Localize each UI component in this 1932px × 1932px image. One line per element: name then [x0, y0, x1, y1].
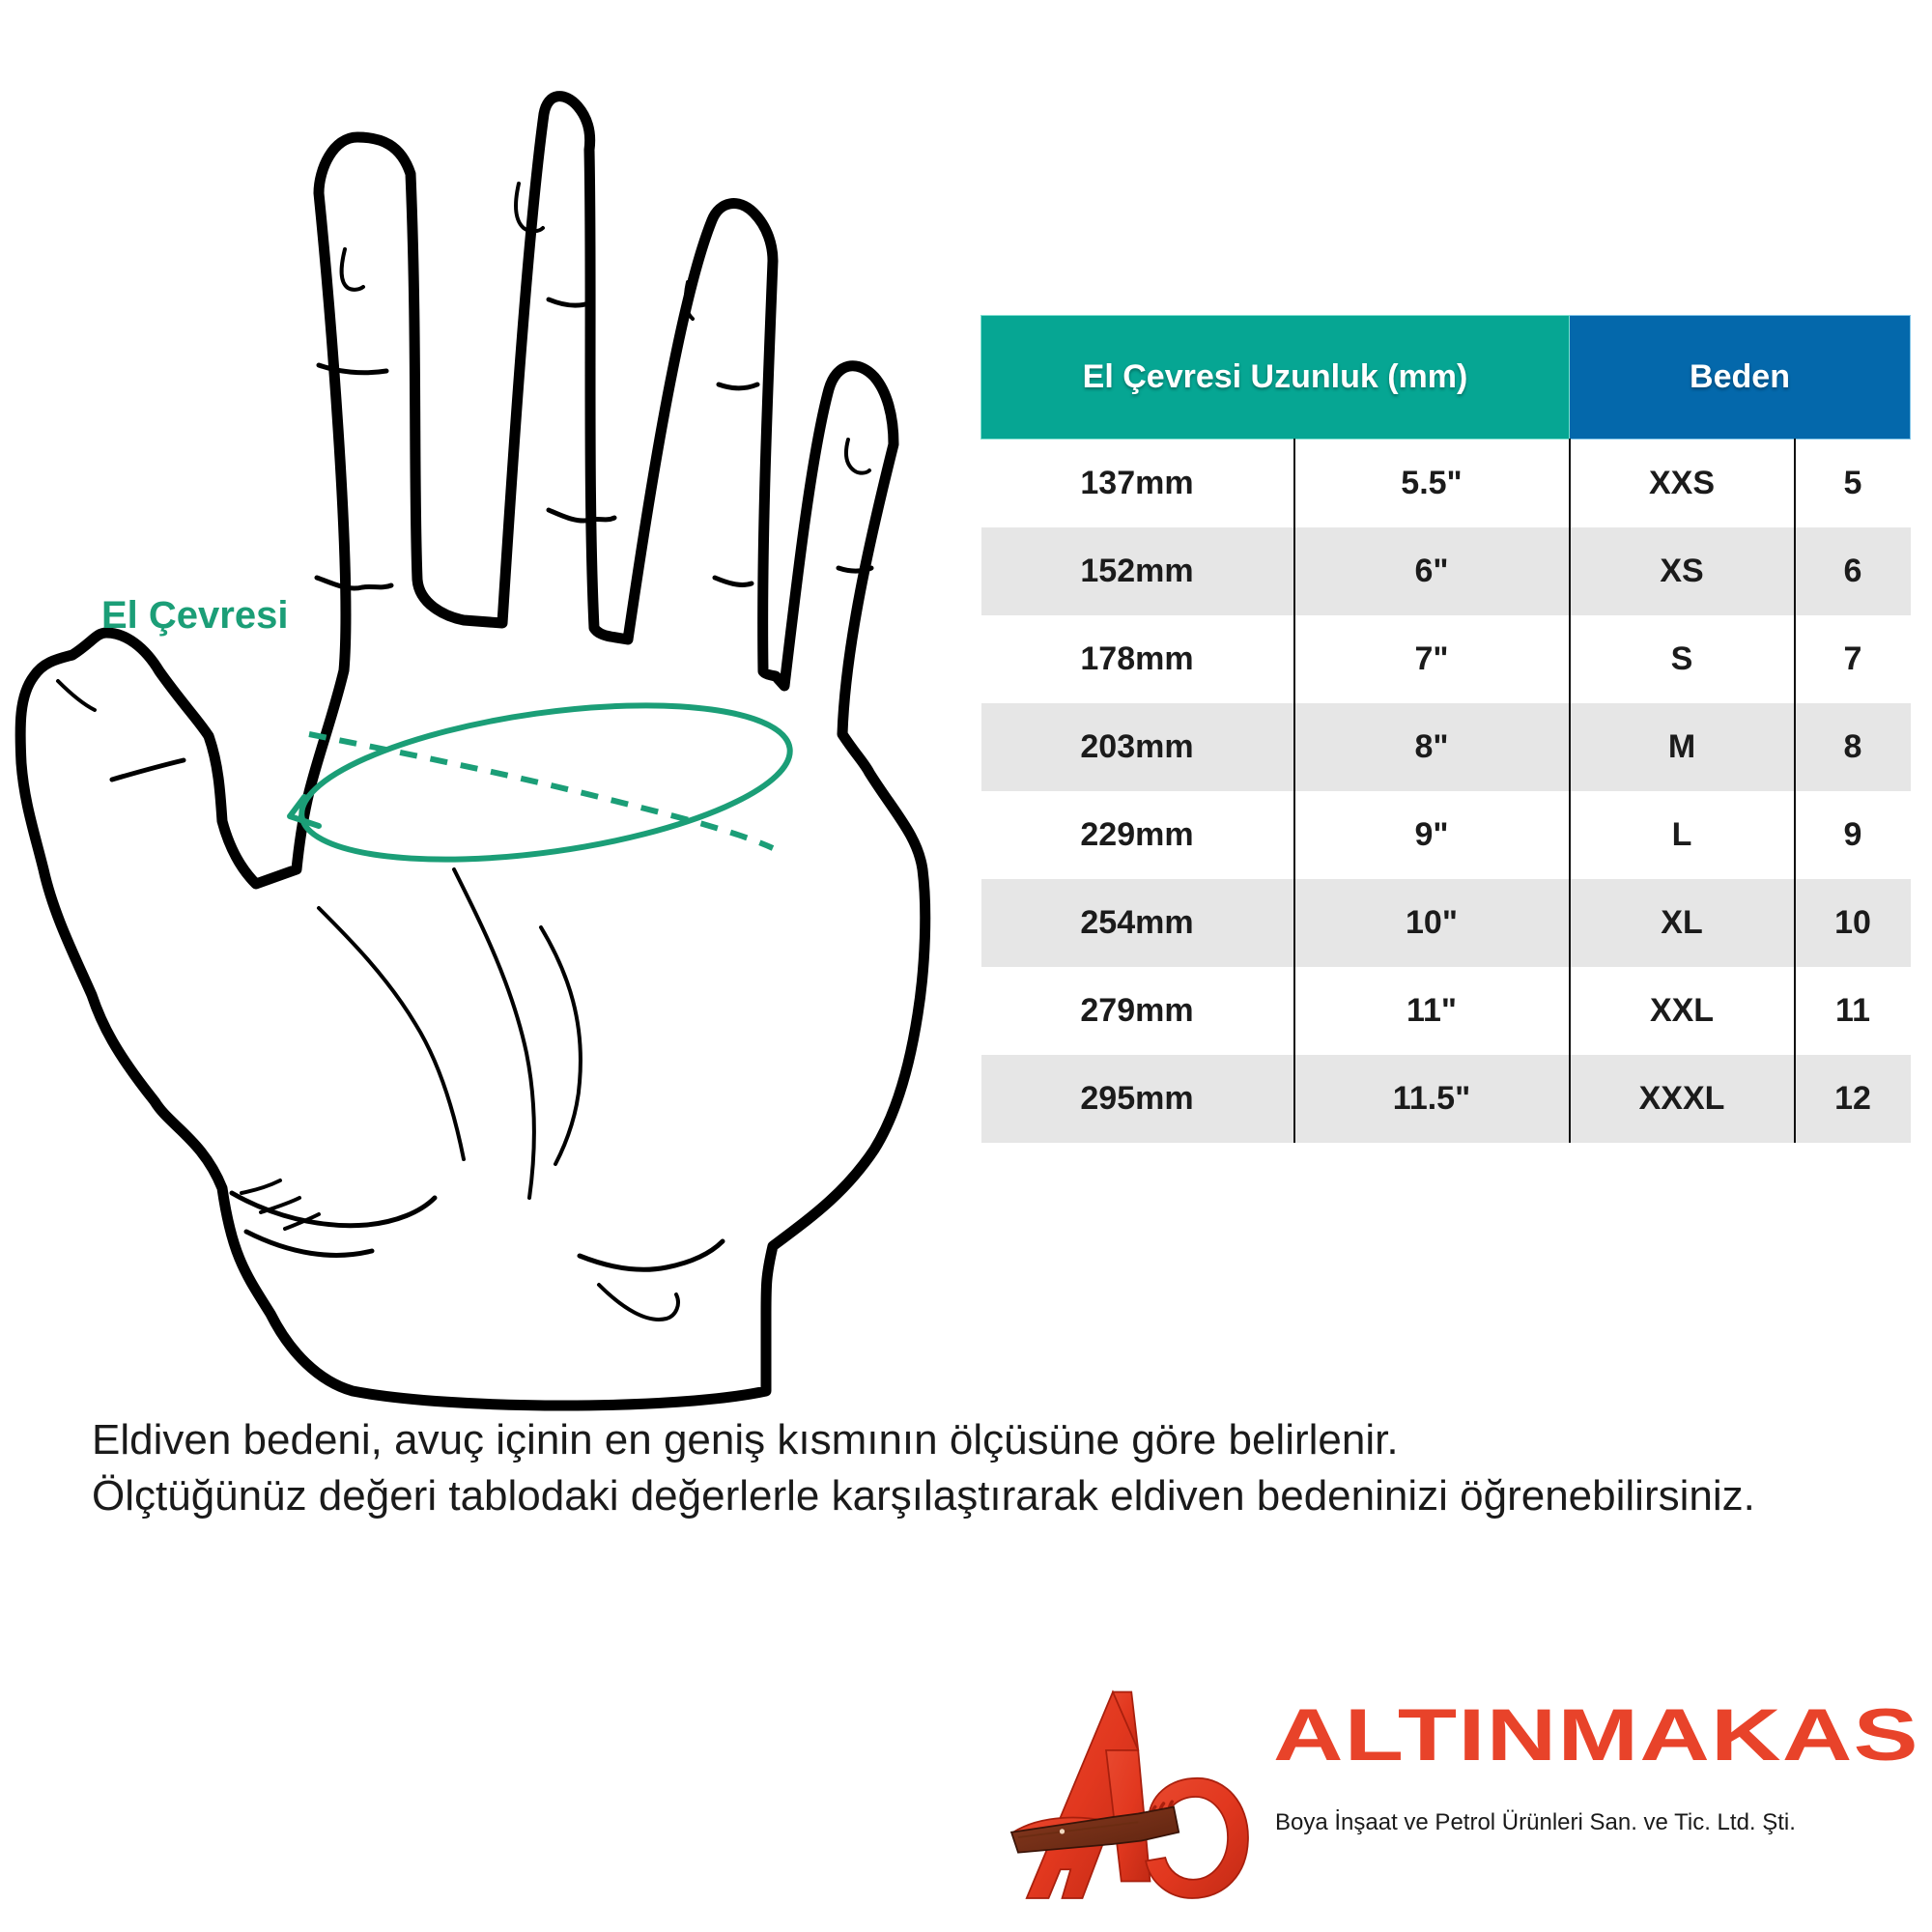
svg-text:El Çevresi: El Çevresi	[101, 594, 288, 637]
